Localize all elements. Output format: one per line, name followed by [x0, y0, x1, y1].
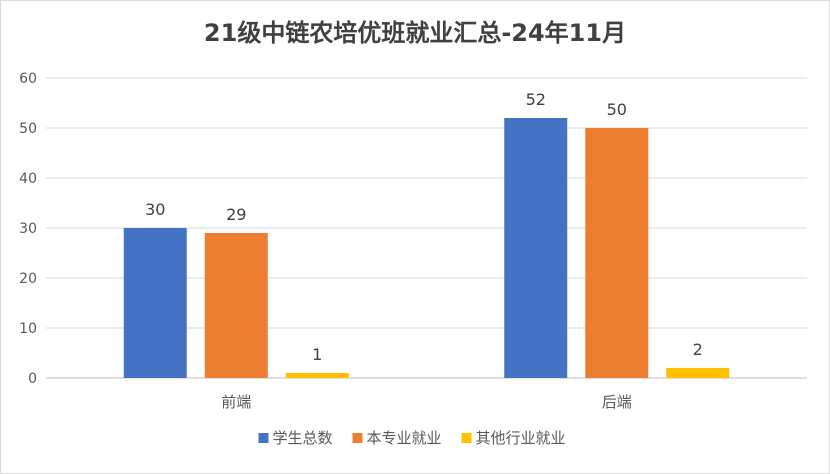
bar [285, 373, 349, 378]
legend: 学生总数 本专业就业 其他行业就业 [258, 429, 566, 447]
legend-label: 本专业就业 [367, 429, 442, 447]
data-label: 50 [607, 100, 627, 119]
x-category-label: 后端 [602, 393, 632, 411]
y-tick-label: 40 [19, 171, 37, 187]
data-labels: 30 29 1 52 50 2 [145, 90, 703, 364]
bar [585, 128, 649, 378]
bar [504, 118, 568, 378]
bars [123, 118, 730, 378]
data-label: 29 [226, 205, 246, 224]
bar [204, 233, 268, 378]
x-category-label: 前端 [221, 393, 251, 411]
y-tick-label: 30 [19, 221, 37, 237]
legend-swatch [258, 433, 269, 443]
legend-swatch [461, 433, 472, 443]
bar [123, 228, 187, 378]
y-tick-label: 20 [19, 271, 37, 287]
legend-label: 学生总数 [273, 429, 333, 447]
bar [666, 368, 730, 378]
x-axis-categories: 前端 后端 [221, 393, 632, 411]
y-tick-label: 50 [19, 121, 37, 137]
y-tick-label: 10 [19, 321, 37, 337]
data-label: 2 [693, 340, 703, 359]
legend-swatch [352, 433, 363, 443]
y-tick-label: 0 [28, 371, 37, 387]
data-label: 30 [145, 200, 165, 219]
legend-label: 其他行业就业 [476, 429, 566, 447]
y-tick-label: 60 [19, 71, 37, 87]
data-label: 1 [312, 345, 322, 364]
y-axis-ticks: 0 10 20 30 40 50 60 [19, 71, 37, 387]
chart-title: 21级中链农培优班就业汇总-24年11月 [204, 19, 626, 47]
data-label: 52 [526, 90, 546, 109]
